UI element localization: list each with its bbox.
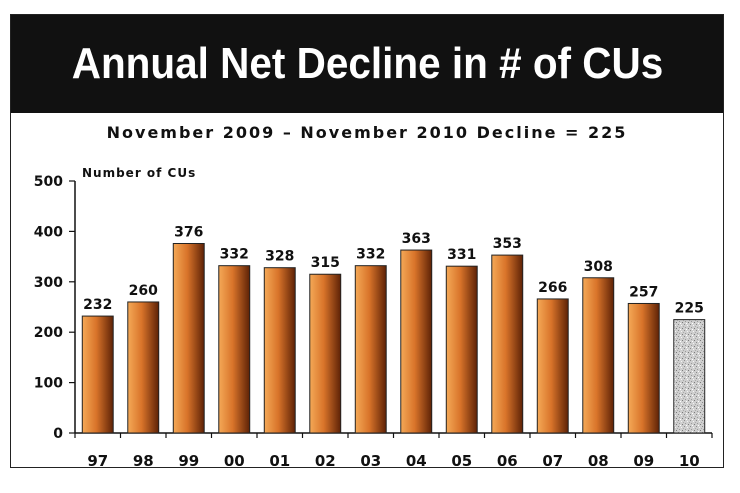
x-tick-label-08: 08: [588, 452, 609, 470]
x-tick-label-04: 04: [406, 452, 427, 470]
bar-00: [218, 265, 251, 434]
y-tick-label: 0: [53, 426, 63, 442]
x-tick-label-09: 09: [633, 452, 654, 470]
data-label-09: 257: [629, 284, 658, 300]
y-tick-label: 500: [34, 174, 63, 190]
y-axis-label: Number of CUs: [82, 166, 196, 180]
bar-04: [400, 249, 433, 434]
data-label-08: 308: [584, 259, 613, 275]
data-label-03: 332: [356, 247, 385, 263]
bar-97: [81, 315, 114, 434]
data-label-06: 353: [493, 236, 522, 252]
data-label-07: 266: [538, 280, 567, 296]
x-tick-label-10: 10: [679, 452, 700, 470]
data-label-99: 376: [174, 224, 203, 240]
data-label-02: 315: [311, 255, 340, 271]
data-label-04: 363: [402, 231, 431, 247]
bar-09: [627, 302, 660, 434]
x-tick-label-98: 98: [133, 452, 154, 470]
y-tick-label: 200: [34, 325, 63, 341]
bar-02: [309, 273, 342, 434]
data-label-01: 328: [265, 249, 294, 265]
bar-05: [445, 265, 478, 434]
x-tick-label-02: 02: [315, 452, 336, 470]
bar-08: [582, 277, 615, 434]
data-label-97: 232: [83, 297, 112, 313]
y-tick-label: 400: [34, 224, 63, 240]
y-tick-label: 300: [34, 275, 63, 291]
chart-subtitle: November 2009 – November 2010 Decline = …: [106, 123, 628, 142]
title-banner: Annual Net Decline in # of CUs: [11, 15, 723, 113]
x-tick-label-99: 99: [178, 452, 199, 470]
x-tick-label-00: 00: [224, 452, 245, 470]
x-tick-label-06: 06: [497, 452, 518, 470]
x-tick-label-07: 07: [542, 452, 563, 470]
data-label-05: 331: [447, 247, 476, 263]
bar-03: [354, 265, 387, 434]
bar-98: [127, 301, 160, 434]
bar-07: [536, 298, 569, 434]
data-label-10: 225: [675, 301, 704, 317]
bar-01: [263, 267, 296, 434]
x-tick-label-05: 05: [451, 452, 472, 470]
x-tick-label-03: 03: [360, 452, 381, 470]
x-tick-label-01: 01: [269, 452, 290, 470]
chart-title: Annual Net Decline in # of CUs: [71, 39, 663, 88]
data-label-98: 260: [129, 283, 158, 299]
bar-10: [673, 319, 706, 434]
bar-99: [172, 242, 205, 434]
y-tick-label: 100: [34, 376, 63, 392]
x-tick-label-97: 97: [87, 452, 108, 470]
bar-06: [491, 254, 524, 434]
data-label-00: 332: [220, 247, 249, 263]
